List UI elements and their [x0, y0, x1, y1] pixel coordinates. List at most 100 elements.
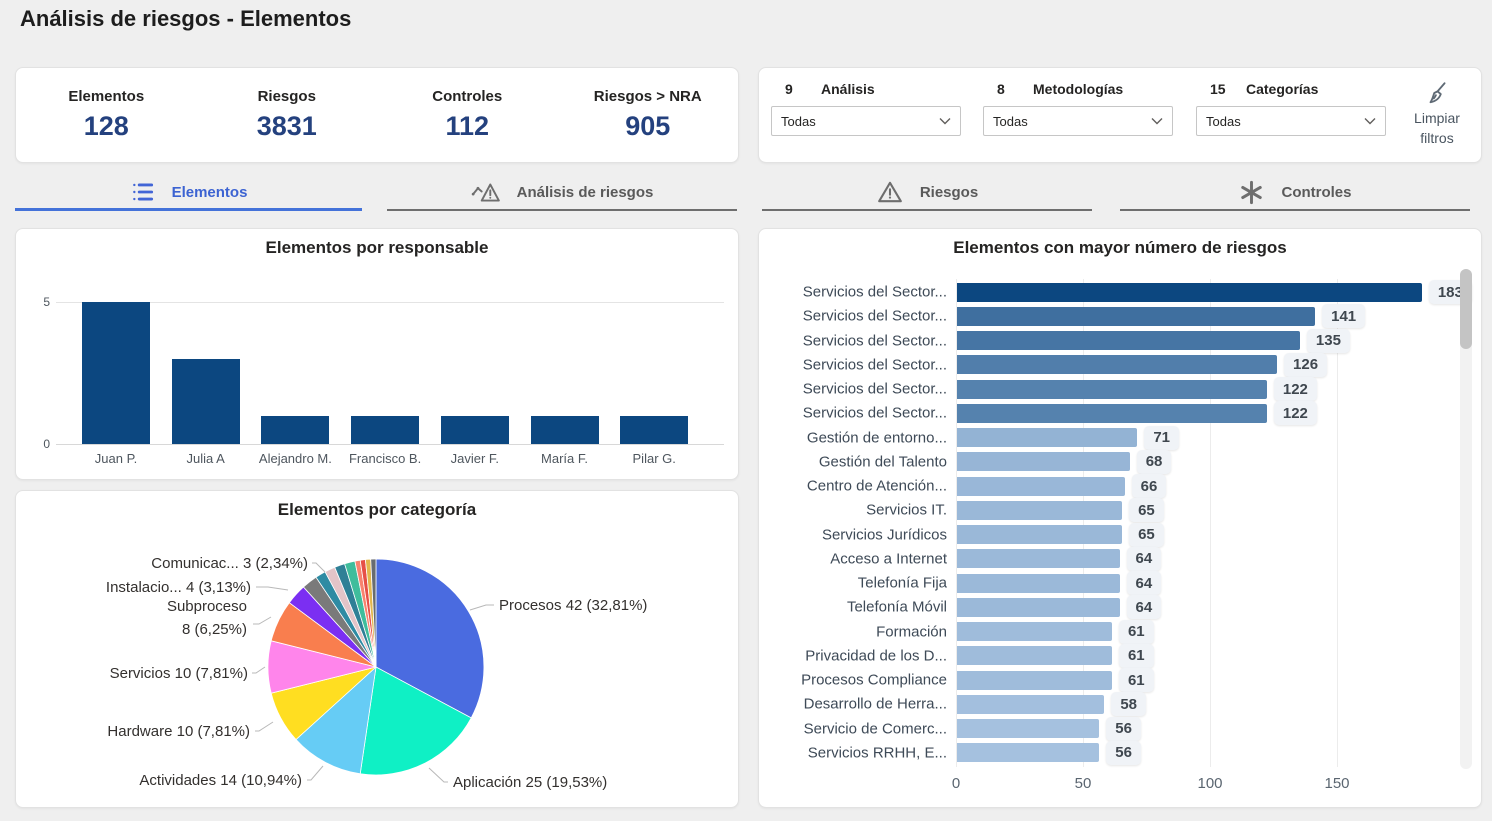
chart3-title: Elementos con mayor número de riesgos: [953, 238, 1287, 257]
hbar-telefonia-movil-14[interactable]: [957, 597, 1120, 617]
chart-scrollbar-track[interactable]: [1460, 269, 1472, 769]
chart2-title: Elementos por categoría: [277, 500, 477, 519]
tab-underline: [1120, 209, 1470, 211]
hbar-telefonia-fija-13[interactable]: [957, 573, 1120, 593]
tab-elementos[interactable]: Elementos: [15, 173, 362, 211]
filter-head: 8 Metodologías: [983, 78, 1173, 100]
tab-underline: [387, 209, 737, 211]
hbar-servicio-de-comerc-19[interactable]: [957, 719, 1100, 739]
hbar-category-label: Privacidad de los D...: [805, 647, 947, 665]
hbar-value-chip: 65: [1129, 498, 1164, 523]
pie-slice-actividades[interactable]: [295, 665, 377, 775]
hbar-servicios-del-sector-2[interactable]: [957, 306, 1316, 326]
tab-riesgos[interactable]: Riesgos: [762, 173, 1092, 211]
hbar-value-chip: 61: [1118, 619, 1154, 644]
hbar-servicios-juridicos-11[interactable]: [957, 525, 1123, 545]
chart-scrollbar-thumb[interactable]: [1460, 269, 1472, 349]
kpi-value: 128: [83, 111, 129, 141]
analisis-dropdown[interactable]: Todas: [771, 106, 961, 136]
hbar-category-label: Servicios del Sector...: [802, 356, 947, 374]
kpi-controles: Controles 112: [377, 68, 558, 162]
metodologias-dropdown[interactable]: Todas: [983, 106, 1173, 136]
hbar-value-chip: 64: [1126, 595, 1162, 620]
hbar-servicios-del-sector-6[interactable]: [957, 403, 1267, 423]
x-category-label: Julia A: [186, 451, 225, 466]
x-category-label: Pilar G.: [632, 451, 676, 466]
bar-pilar-g[interactable]: [620, 415, 689, 444]
chevron-down-icon: [939, 117, 951, 125]
hbar-servicios-rrhh-e-20[interactable]: [957, 743, 1100, 763]
tab-analisis-de-riesgos[interactable]: Análisis de riesgos: [387, 173, 737, 211]
hbar-centro-de-atencion-9[interactable]: [957, 476, 1125, 496]
pie-label-subproceso-value: 8 (6,25%): [182, 621, 247, 638]
controls-icon: [1238, 179, 1265, 206]
hbar-value-chip: 64: [1126, 546, 1162, 571]
filter-head: 9 Análisis: [771, 78, 961, 100]
bar-alejandro-m[interactable]: [261, 415, 330, 444]
x-tick-label: 50: [1074, 775, 1092, 792]
hbar-value-chip: 135: [1306, 328, 1350, 353]
hbar-value-chip: 61: [1118, 643, 1154, 668]
y-tick-label: 0: [43, 437, 50, 451]
hbar-value-chip: 141: [1322, 304, 1366, 329]
pie-label-instalacio: Instalacio... 4 (3,13%): [106, 579, 251, 596]
hbar-top-servicios-del-sector-1[interactable]: [957, 282, 1422, 302]
hbar-category-label: Servicios IT.: [866, 501, 947, 519]
gridline-x100: [1210, 279, 1211, 767]
bar-javier-f[interactable]: [440, 415, 509, 444]
kpi-label: Riesgos > NRA: [593, 88, 702, 105]
pie-label-leader: [307, 765, 324, 781]
hbar-servicios-del-sector-3[interactable]: [957, 331, 1300, 351]
x-category-label: María F.: [541, 451, 588, 466]
hbar-servicios-it-10[interactable]: [957, 500, 1123, 520]
hbar-value-chip: 61: [1118, 668, 1154, 693]
filter-label: Categorías: [1246, 81, 1319, 97]
hbar-category-label: Servicios del Sector...: [802, 404, 947, 422]
bar-maria-f[interactable]: [530, 415, 599, 444]
pie-label-leader: [312, 562, 326, 573]
hbar-procesos-compliance-17[interactable]: [957, 670, 1112, 690]
x-category-label: Juan P.: [94, 451, 138, 466]
hbar-servicios-del-sector-5[interactable]: [957, 379, 1267, 399]
gridline-y0: [56, 444, 724, 445]
hbar-category-label: Servicios del Sector...: [802, 307, 947, 325]
pie-label-subproceso: Subproceso: [167, 598, 247, 615]
categorias-dropdown[interactable]: Todas: [1196, 106, 1386, 136]
bar-francisco-b[interactable]: [351, 415, 420, 444]
hbar-privacidad-de-los-d-16[interactable]: [957, 646, 1112, 666]
risk-analysis-icon: [471, 179, 501, 205]
kpi-summary-card: Elementos 128 Riesgos 3831 Controles 112 Riesg…: [15, 67, 739, 163]
filter-group-metodologias: 8 Metodologías Todas: [983, 78, 1173, 136]
pie-label-servicios: Servicios 10 (7,81%): [110, 665, 248, 682]
hbar-category-label: Servicios del Sector...: [802, 332, 947, 350]
pie-slice-aplicacion[interactable]: [359, 666, 472, 776]
x-tick-label: 100: [1197, 775, 1223, 792]
bar-juan-p[interactable]: [82, 302, 150, 444]
broom-icon: [1424, 80, 1450, 106]
hbar-value-chip: 56: [1106, 740, 1141, 765]
hbar-category-label: Formación: [876, 623, 947, 641]
bar-julia-a[interactable]: [171, 358, 240, 444]
hbar-formacion-15[interactable]: [957, 622, 1112, 642]
pie-slice-procesos[interactable]: [375, 558, 485, 719]
hbar-acceso-a-internet-12[interactable]: [957, 549, 1120, 569]
tab-controles[interactable]: Controles: [1120, 173, 1470, 211]
hbar-gestion-del-talento-8[interactable]: [957, 452, 1130, 472]
hbar-desarrollo-de-herra-18[interactable]: [957, 694, 1105, 714]
dropdown-selected-value: Todas: [993, 113, 1028, 129]
hbar-servicios-del-sector-4[interactable]: [957, 355, 1278, 375]
clear-filters-button[interactable]: Limpiar filtros: [1401, 80, 1473, 149]
chevron-down-icon: [1364, 117, 1376, 125]
hbar-value-chip: 64: [1126, 571, 1162, 596]
hbar-gestion-de-entorno-7[interactable]: [957, 428, 1138, 448]
hbar-category-label: Servicios del Sector...: [802, 283, 947, 301]
tab-label: Riesgos: [919, 183, 979, 201]
pie-label-actividades: Actividades 14 (10,94%): [139, 772, 302, 789]
hbar-category-label: Desarrollo de Herra...: [803, 695, 947, 713]
chart1-title: Elementos por responsable: [265, 238, 489, 257]
pie-slice-small-8[interactable]: [370, 558, 377, 668]
gridline-x0: [956, 279, 957, 767]
tab-label: Elementos: [171, 183, 248, 201]
x-category-label: Alejandro M.: [258, 451, 332, 466]
gridline-x50: [1083, 279, 1084, 767]
